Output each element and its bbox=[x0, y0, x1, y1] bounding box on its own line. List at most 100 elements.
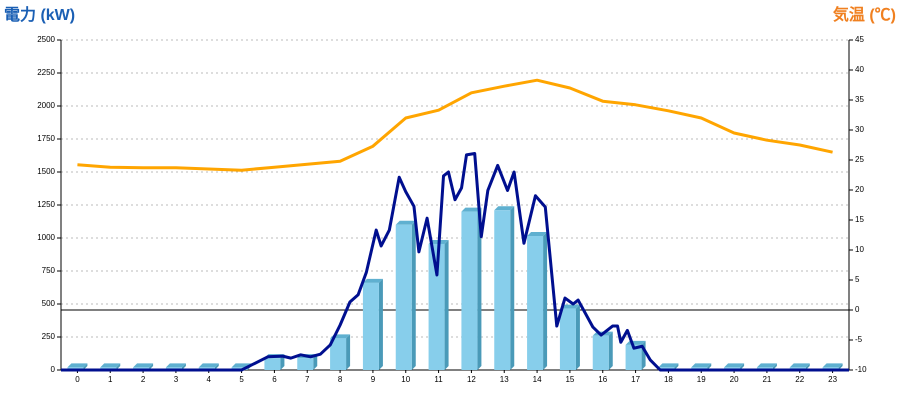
y-tick-label: 2250 bbox=[37, 68, 55, 77]
y-tick-label: 750 bbox=[42, 266, 56, 275]
y2-tick-label: -10 bbox=[855, 365, 867, 374]
y2-tick-label: 5 bbox=[855, 275, 860, 284]
bar-side bbox=[83, 363, 88, 370]
bar bbox=[461, 211, 478, 370]
bar-top bbox=[362, 278, 383, 283]
bar-side bbox=[411, 220, 416, 370]
x-tick-label: 12 bbox=[467, 375, 476, 384]
bar-top bbox=[724, 363, 745, 368]
bar bbox=[428, 243, 445, 370]
bar-top bbox=[494, 206, 515, 211]
x-tick-label: 4 bbox=[207, 375, 212, 384]
x-tick-label: 14 bbox=[533, 375, 542, 384]
x-tick-label: 21 bbox=[762, 375, 771, 384]
bar bbox=[592, 335, 609, 370]
x-tick-label: 10 bbox=[401, 375, 410, 384]
bar-side bbox=[444, 239, 449, 370]
bar-side bbox=[313, 354, 318, 370]
bar-side bbox=[805, 363, 810, 370]
bar bbox=[494, 210, 511, 370]
y2-tick-label: 40 bbox=[855, 65, 864, 74]
bar-top bbox=[756, 363, 777, 368]
y-tick-label: 1000 bbox=[37, 233, 55, 242]
y-tick-label: 1250 bbox=[37, 200, 55, 209]
bar-top bbox=[822, 363, 843, 368]
bar-top bbox=[67, 363, 88, 368]
y2-tick-label: 20 bbox=[855, 185, 864, 194]
x-tick-label: 22 bbox=[795, 375, 804, 384]
bar-side bbox=[280, 354, 285, 370]
x-tick-label: 8 bbox=[338, 375, 343, 384]
x-tick-label: 5 bbox=[239, 375, 244, 384]
bar-side bbox=[772, 363, 777, 370]
bar bbox=[625, 344, 642, 370]
y-tick-label: 1500 bbox=[37, 167, 55, 176]
x-tick-label: 20 bbox=[730, 375, 739, 384]
x-tick-label: 0 bbox=[75, 375, 80, 384]
y-tick-label: 1750 bbox=[37, 134, 55, 143]
y2-tick-label: 10 bbox=[855, 245, 864, 254]
y-tick-label: 0 bbox=[51, 365, 56, 374]
bar-side bbox=[510, 206, 515, 370]
x-tick-label: 9 bbox=[371, 375, 376, 384]
y-axis-title: 電力 (kW) bbox=[4, 5, 75, 24]
bar bbox=[362, 282, 379, 370]
bar-side bbox=[674, 363, 679, 370]
bar-top bbox=[527, 232, 548, 237]
y2-axis-title: 気温 (℃) bbox=[833, 5, 896, 24]
y-tick-label: 2000 bbox=[37, 101, 55, 110]
bar-side bbox=[740, 363, 745, 370]
y2-tick-label: -5 bbox=[855, 335, 863, 344]
bar bbox=[297, 358, 314, 370]
y2-tick-label: 25 bbox=[855, 155, 864, 164]
bar-side bbox=[346, 334, 351, 370]
bar-side bbox=[116, 363, 121, 370]
x-tick-label: 17 bbox=[631, 375, 640, 384]
bar-top bbox=[198, 363, 219, 368]
x-tick-label: 3 bbox=[174, 375, 179, 384]
line bbox=[61, 152, 849, 372]
x-tick-label: 19 bbox=[697, 375, 706, 384]
bar-side bbox=[608, 331, 613, 370]
x-tick-label: 1 bbox=[108, 375, 113, 384]
bar-top bbox=[658, 363, 679, 368]
y-tick-label: 250 bbox=[42, 332, 56, 341]
bar-top bbox=[559, 304, 580, 309]
bar-side bbox=[575, 304, 580, 370]
bar-side bbox=[477, 207, 482, 370]
x-tick-label: 23 bbox=[828, 375, 837, 384]
y2-tick-label: 15 bbox=[855, 215, 864, 224]
y2-tick-label: 45 bbox=[855, 35, 864, 44]
x-tick-label: 2 bbox=[141, 375, 146, 384]
x-tick-label: 16 bbox=[598, 375, 607, 384]
bar-top bbox=[133, 363, 154, 368]
bar bbox=[264, 358, 281, 370]
bar-top bbox=[789, 363, 810, 368]
y2-tick-label: 30 bbox=[855, 125, 864, 134]
x-tick-label: 18 bbox=[664, 375, 673, 384]
bar-top bbox=[461, 207, 482, 212]
bar-top bbox=[100, 363, 121, 368]
bar-side bbox=[149, 363, 154, 370]
y2-tick-label: 35 bbox=[855, 95, 864, 104]
bar-side bbox=[707, 363, 712, 370]
bar bbox=[395, 224, 412, 370]
bar-top bbox=[691, 363, 712, 368]
y-tick-label: 2500 bbox=[37, 35, 55, 44]
x-tick-label: 15 bbox=[565, 375, 574, 384]
bar-side bbox=[838, 363, 843, 370]
bar-side bbox=[378, 278, 383, 370]
bar bbox=[527, 236, 544, 370]
bar bbox=[559, 308, 576, 370]
y2-tick-label: 0 bbox=[855, 305, 860, 314]
y-tick-label: 500 bbox=[42, 299, 56, 308]
bar-top bbox=[395, 220, 416, 225]
x-tick-label: 7 bbox=[305, 375, 310, 384]
bar-side bbox=[214, 363, 219, 370]
bar bbox=[330, 338, 347, 370]
x-tick-label: 13 bbox=[500, 375, 509, 384]
line bbox=[77, 78, 833, 172]
bar-side bbox=[543, 232, 548, 370]
x-tick-label: 11 bbox=[434, 375, 443, 384]
